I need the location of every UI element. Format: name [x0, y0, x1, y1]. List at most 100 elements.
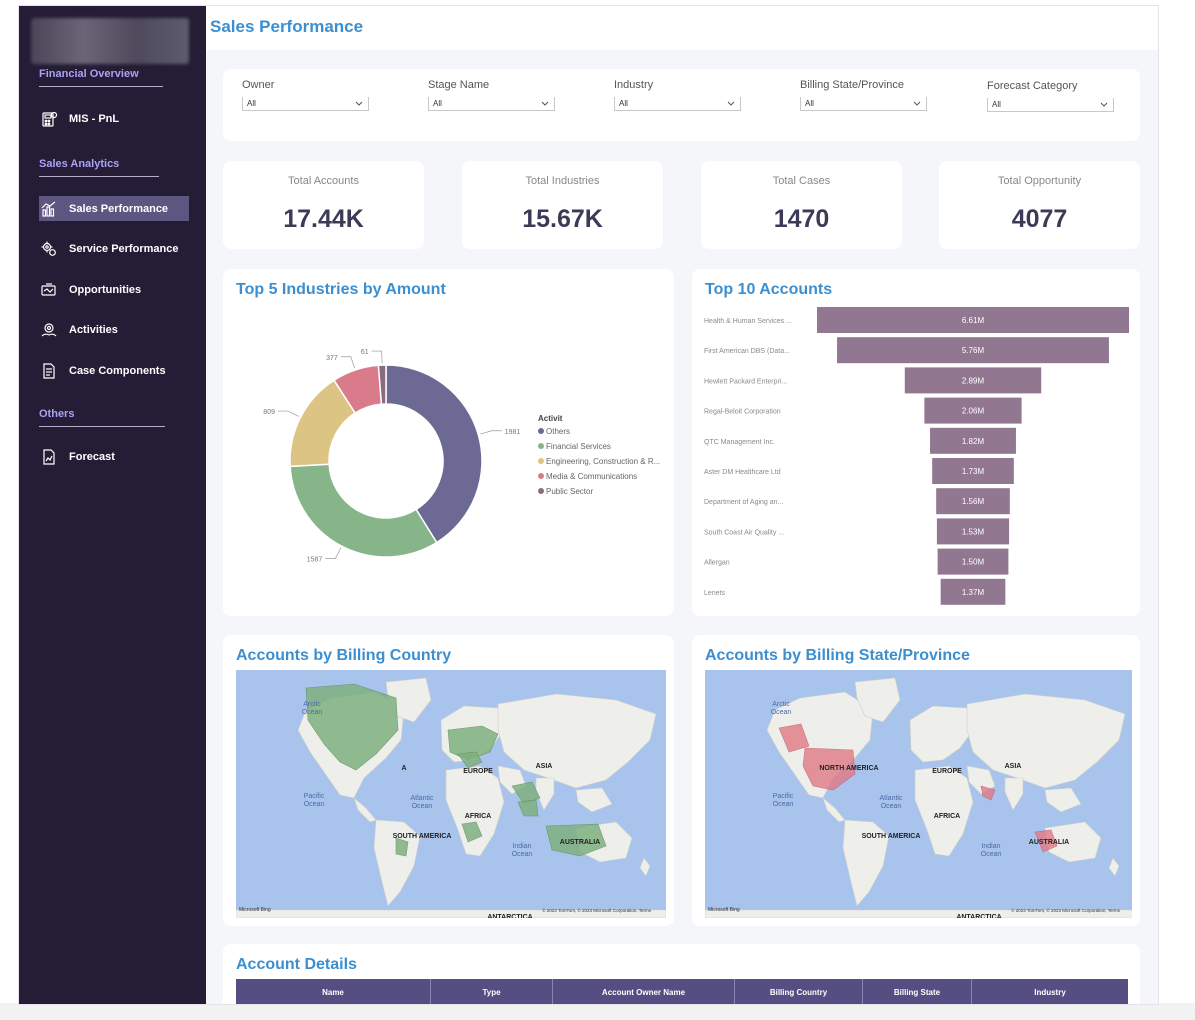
donut-slice[interactable] — [385, 364, 483, 544]
highlighted-country[interactable] — [457, 751, 483, 769]
funnel-bar[interactable] — [924, 397, 1022, 424]
table-header-row: Name Type Account Owner Name Billing Cou… — [236, 979, 1128, 1004]
highlighted-country[interactable] — [517, 799, 539, 817]
highlighted-country[interactable] — [461, 821, 483, 843]
column-header-billing-state[interactable]: Billing State — [863, 979, 972, 1004]
section-title-sales-analytics: Sales Analytics — [39, 158, 120, 170]
bar-value-label: 2.89M — [962, 376, 985, 385]
funnel-chart: 6.61M Health & Human Services ... 5.76M Fir… — [704, 307, 1129, 605]
billing-state-dropdown[interactable]: All — [800, 97, 927, 111]
ocean-label: Ocean — [304, 801, 325, 808]
funnel-bar[interactable] — [837, 337, 1109, 364]
highlighted-state[interactable] — [980, 785, 996, 801]
document-icon — [39, 361, 59, 381]
funnel-bar[interactable] — [936, 488, 1010, 515]
nav-opportunities[interactable]: Opportunities — [39, 277, 189, 302]
ocean-label: Ocean — [412, 803, 433, 810]
funnel-bar[interactable] — [904, 367, 1042, 394]
filter-label: Stage Name — [428, 79, 490, 91]
category-label: Lenets — [704, 590, 726, 597]
data-label: 1587 — [307, 557, 323, 564]
nav-forecast[interactable]: Forecast — [39, 444, 189, 469]
world-map-country[interactable]: Arctic Ocean Pacific Ocean Atlantic Ocean Indi… — [236, 670, 666, 918]
filter-label: Billing State/Province — [800, 79, 904, 91]
kpi-card-total-industries: Total Industries 15.67K — [462, 161, 663, 249]
forecast-category-dropdown[interactable]: All — [987, 98, 1114, 112]
funnel-bar[interactable] — [817, 307, 1129, 333]
leader-line — [371, 350, 383, 364]
legend-marker — [538, 473, 544, 479]
highlighted-state[interactable] — [1034, 829, 1058, 853]
chart-title: Top 10 Accounts — [705, 281, 833, 298]
highlighted-country[interactable] — [305, 683, 399, 771]
map-attribution[interactable]: © 2023 TomTom, © 2023 Microsoft Corporat… — [1011, 907, 1121, 913]
nav-case-components[interactable]: Case Components — [39, 358, 189, 383]
owner-dropdown[interactable]: All — [242, 97, 369, 111]
data-label: 377 — [326, 355, 338, 362]
filter-panel: Owner All Stage Name All Industry All Bi… — [223, 69, 1140, 141]
map-attribution[interactable]: © 2023 TomTom, © 2023 Microsoft Corporat… — [542, 907, 652, 913]
legend-item[interactable]: Engineering, Construction & R... — [546, 457, 660, 466]
donut-chart: 1981 1587 809 377 61 Activit Others Financial S… — [263, 349, 660, 564]
legend-item[interactable]: Media & Communications — [546, 472, 637, 481]
kpi-card-total-opportunity: Total Opportunity 4077 — [939, 161, 1140, 249]
ocean-label: Pacific — [304, 793, 325, 800]
funnel-bar[interactable] — [932, 458, 1014, 484]
column-header-billing-country[interactable]: Billing Country — [735, 979, 863, 1004]
category-label: Regal-Beloit Corporation — [704, 409, 781, 416]
funnel-bar[interactable] — [940, 578, 1006, 605]
column-header-name[interactable]: Name — [236, 979, 431, 1004]
gear-hand-icon — [39, 320, 59, 340]
legend-item[interactable]: Others — [546, 427, 570, 436]
column-header-account-owner-name[interactable]: Account Owner Name — [553, 979, 735, 1004]
donut-slice[interactable] — [289, 463, 438, 558]
legend-item[interactable]: Financial Services — [546, 442, 611, 451]
landmass-antarctica — [705, 909, 1132, 918]
column-header-type[interactable]: Type — [431, 979, 553, 1004]
ocean-label: Arctic — [772, 701, 790, 708]
highlighted-country[interactable] — [511, 781, 541, 805]
ocean-label: Indian — [981, 843, 1000, 850]
handshake-icon — [39, 280, 59, 300]
stage-name-dropdown[interactable]: All — [428, 97, 555, 111]
landmass-south-america — [842, 819, 890, 907]
top-accounts-card: Top 10 Accounts 6.61M Health & Human Serv… — [692, 269, 1140, 616]
category-label: Aster DM Healthcare Ltd — [704, 469, 781, 476]
nav-mis-pnl[interactable]: MIS - PnL — [39, 106, 189, 131]
highlighted-state[interactable] — [802, 747, 856, 791]
bar-value-label: 1.56M — [962, 497, 985, 506]
section-divider — [39, 176, 159, 177]
map-card-billing-state: Accounts by Billing State/Province Arcti… — [692, 635, 1140, 926]
highlighted-country[interactable] — [545, 823, 607, 857]
nav-sales-performance[interactable]: Sales Performance — [39, 196, 189, 221]
industry-dropdown[interactable]: All — [614, 97, 741, 111]
highlighted-country[interactable] — [447, 725, 499, 761]
calculator-icon — [39, 109, 59, 129]
landmass-africa — [445, 765, 505, 857]
continent-label: AUSTRALIA — [1029, 839, 1069, 846]
donut-slice[interactable] — [377, 364, 387, 405]
nav-activities[interactable]: Activities — [39, 317, 189, 342]
continent-label: AFRICA — [934, 813, 960, 820]
landmass-asia — [966, 693, 1126, 789]
highlighted-state[interactable] — [778, 723, 810, 753]
nav-service-performance[interactable]: Service Performance — [39, 236, 189, 261]
funnel-bar[interactable] — [937, 548, 1009, 575]
highlighted-country[interactable] — [395, 837, 409, 857]
kpi-label: Total Opportunity — [997, 175, 1082, 187]
nav-label: Sales Performance — [69, 202, 169, 215]
ocean-label: Atlantic — [411, 795, 434, 802]
report-canvas: Financial Overview MIS - PnL Sales Analy… — [18, 5, 1159, 1005]
funnel-bar[interactable] — [930, 427, 1016, 454]
forecast-icon — [39, 447, 59, 467]
filter-forecast-category: Forecast Category All — [987, 80, 1117, 112]
legend-item[interactable]: Public Sector — [546, 487, 593, 496]
map-title: Accounts by Billing Country — [236, 647, 452, 664]
nav-label: Service Performance — [69, 242, 179, 255]
continent-label: ANTARCTICA — [956, 914, 1001, 918]
continent-label: EUROPE — [463, 768, 493, 775]
funnel-bar[interactable] — [936, 518, 1010, 545]
legend-marker — [538, 428, 544, 434]
world-map-state[interactable]: Arctic Ocean Pacific Ocean Atlantic Ocean Indi… — [705, 670, 1132, 918]
column-header-industry[interactable]: Industry — [1034, 987, 1066, 997]
